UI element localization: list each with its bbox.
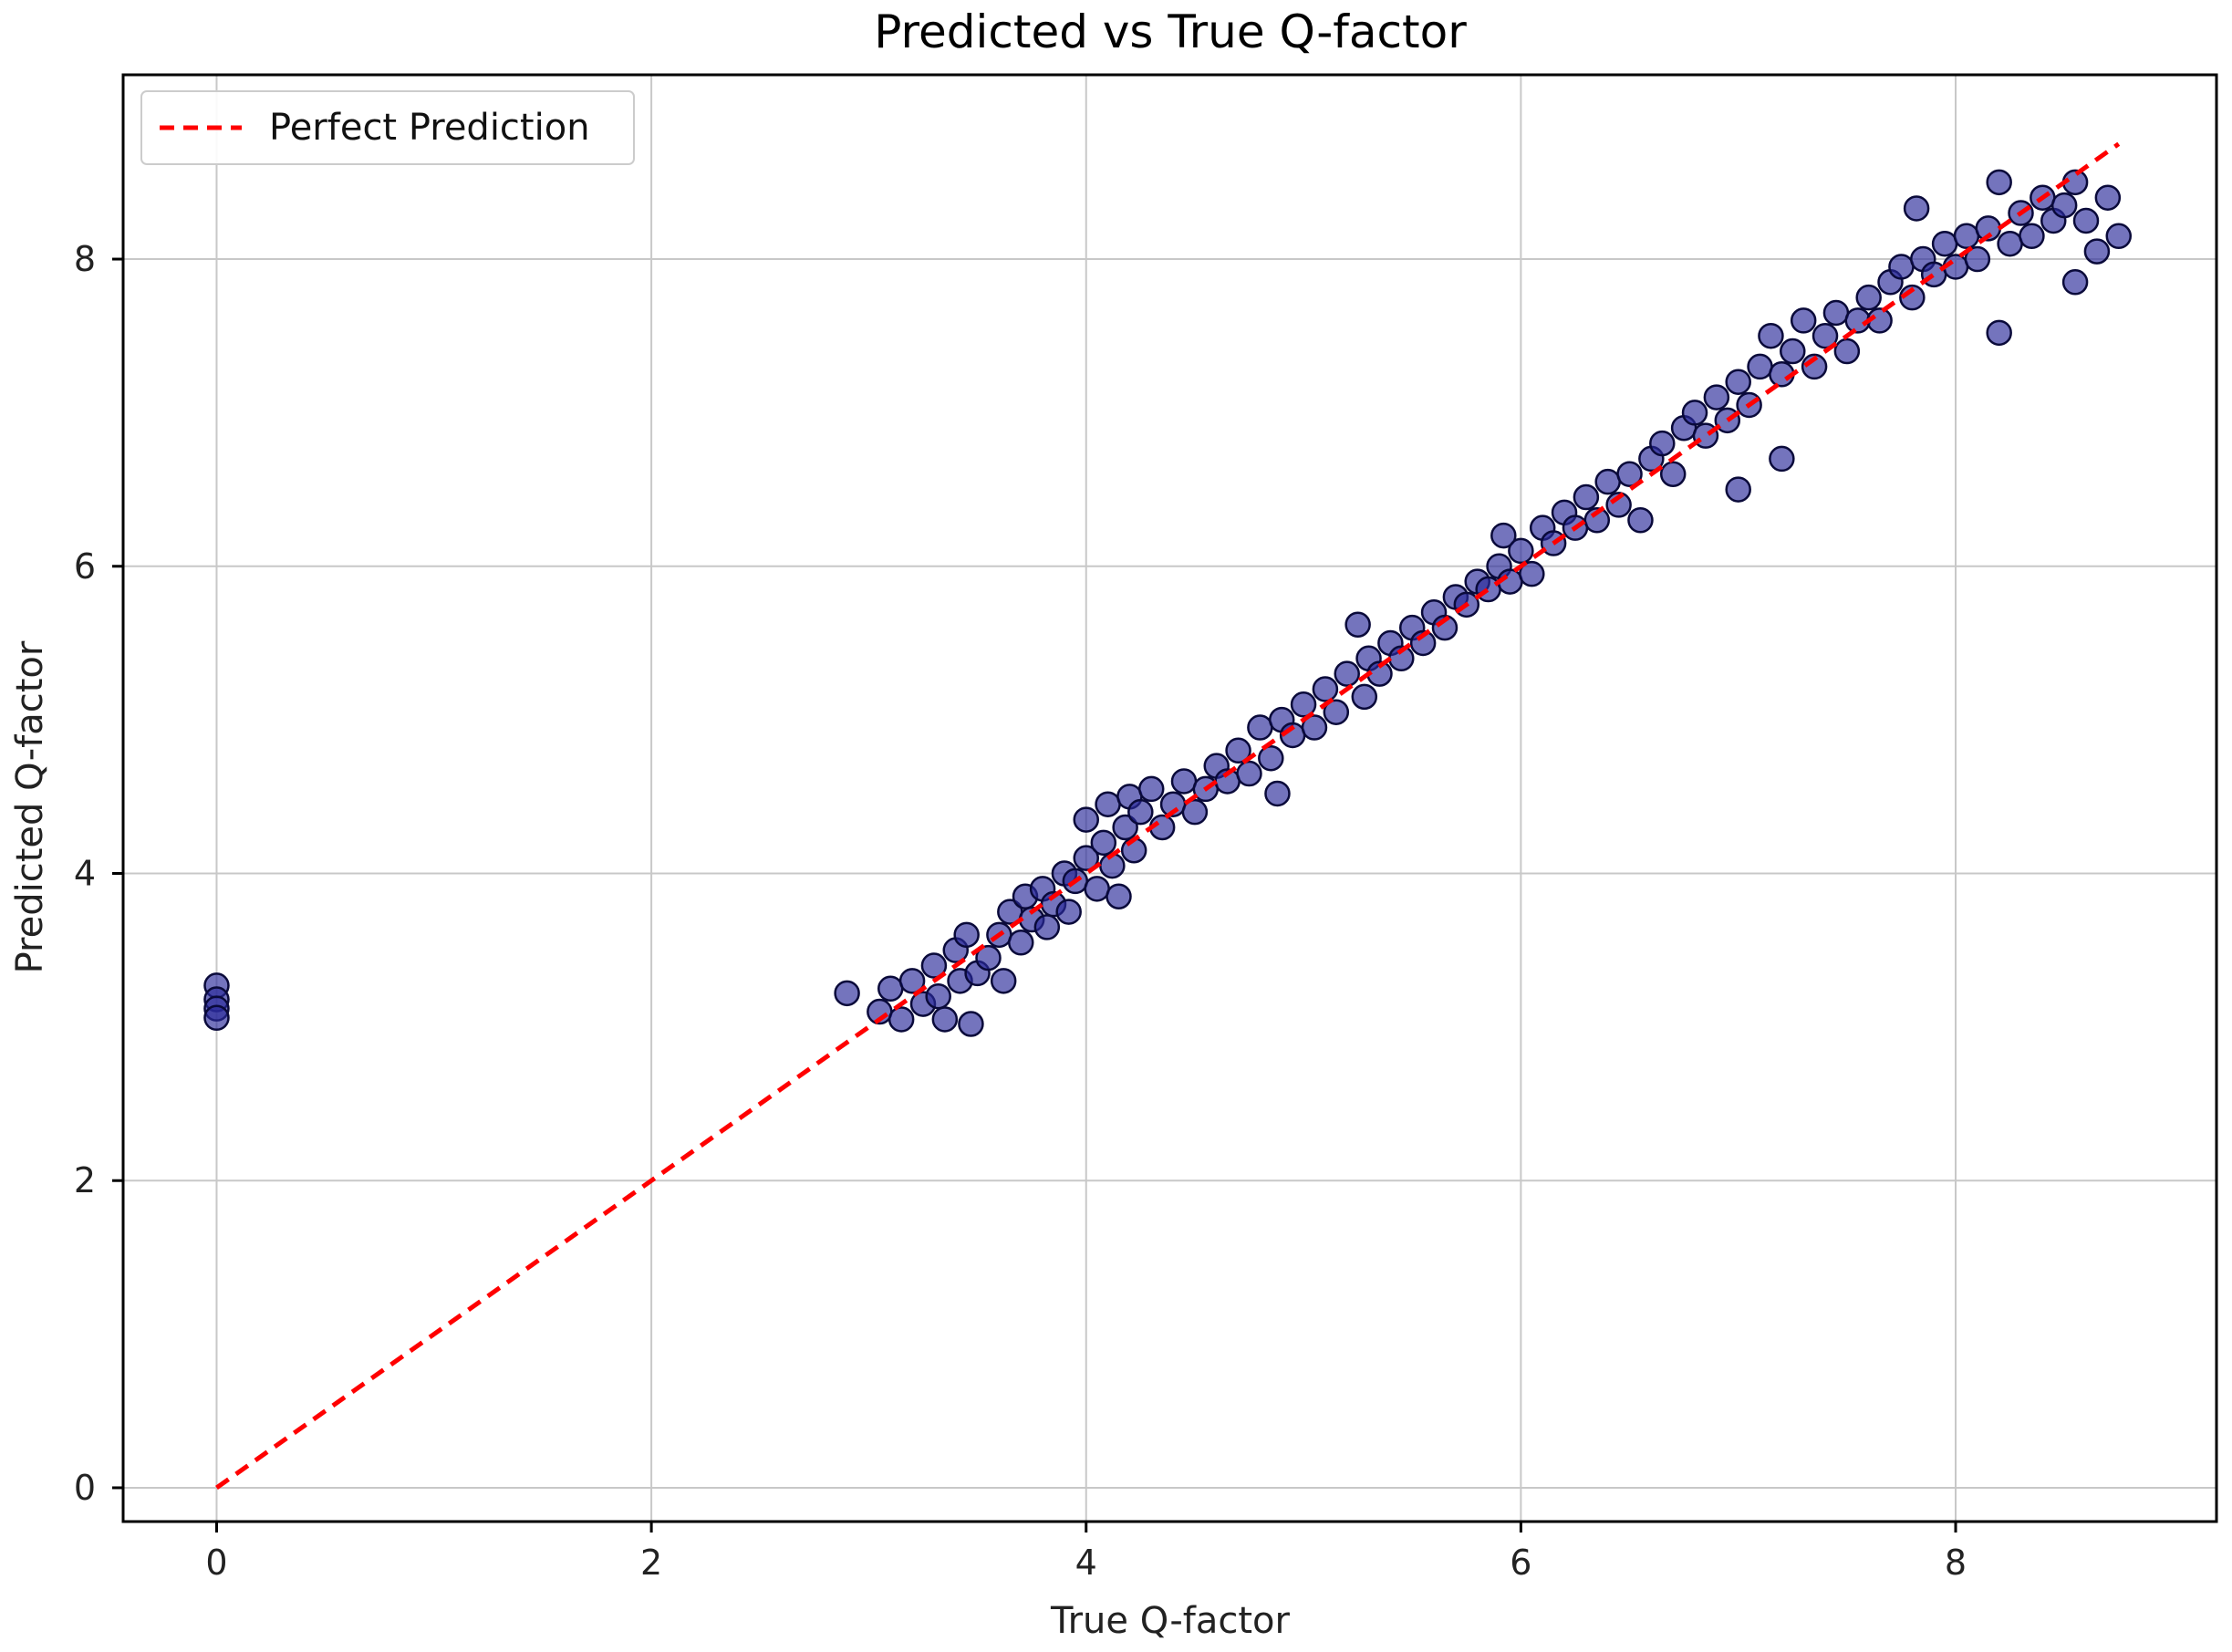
scatter-point: [1095, 791, 1121, 817]
legend: Perfect Prediction: [140, 90, 635, 165]
scatter-points: [203, 169, 2133, 1037]
scatter-point: [1888, 254, 1915, 280]
scatter-point: [1822, 299, 1850, 327]
scatter-point: [1344, 611, 1371, 638]
scatter-point: [203, 1004, 230, 1032]
scatter-point: [1055, 899, 1082, 925]
y-axis-ticks: 0 2 4 6 8: [74, 239, 123, 1508]
scatter-point: [1181, 798, 1209, 826]
legend-label: Perfect Prediction: [269, 107, 590, 149]
y-tick-label: 4: [74, 853, 96, 893]
scatter-point: [1301, 714, 1328, 741]
scatter-point: [1351, 683, 1378, 711]
scatter-point: [1931, 230, 1958, 257]
x-axis-ticks: 0 2 4 6 8: [205, 1522, 1967, 1583]
scatter-point: [1225, 737, 1251, 764]
scatter-point: [877, 975, 904, 1003]
scatter-point: [2072, 207, 2100, 234]
scatter-point: [1790, 307, 1817, 334]
perfect-prediction-line: [215, 141, 2121, 1491]
scatter-point: [2094, 184, 2122, 211]
y-tick-label: 6: [74, 546, 96, 587]
scatter-point: [1084, 876, 1110, 902]
scatter-point: [1073, 845, 1099, 871]
scatter-point: [1725, 476, 1751, 503]
scatter-point: [2105, 223, 2133, 250]
scatter-point: [1508, 537, 1534, 565]
scatter-point: [1033, 914, 1061, 940]
perfect-prediction-line-group: [215, 141, 2121, 1491]
scatter-point: [834, 980, 860, 1007]
scatter-point: [1681, 400, 1708, 426]
scatter-point: [1780, 338, 1806, 365]
scatter-point: [1855, 284, 1882, 311]
scatter-point: [958, 1011, 984, 1037]
scatter-point: [1573, 483, 1600, 511]
x-tick-label: 6: [1510, 1543, 1531, 1583]
scatter-point: [1659, 461, 1687, 487]
scatter-point: [1758, 322, 1784, 349]
scatter-point: [1334, 660, 1360, 687]
scatter-point: [888, 1006, 915, 1033]
scatter-point: [1812, 322, 1839, 349]
scatter-point: [1649, 430, 1676, 457]
x-tick-label: 0: [205, 1543, 227, 1583]
scatter-point: [953, 921, 980, 949]
scatter-point: [1258, 744, 1284, 772]
scatter-point: [931, 1006, 959, 1033]
scatter-point: [1112, 814, 1138, 841]
scatter-point: [1073, 806, 1099, 833]
scatter-point: [1769, 445, 1795, 473]
scatter-point: [1247, 714, 1273, 741]
scatter-point: [1323, 699, 1350, 725]
scatter-point: [1127, 798, 1154, 826]
x-tick-label: 2: [640, 1543, 662, 1583]
scatter-point: [1833, 338, 1861, 365]
scatter-point: [1236, 760, 1262, 787]
scatter-point: [1170, 768, 1198, 795]
chart-title: Predicted vs True Q-factor: [874, 5, 1467, 58]
scatter-point: [1627, 507, 1654, 534]
scatter-point: [1997, 230, 2023, 257]
scatter-point: [2050, 192, 2078, 219]
scatter-point: [1986, 169, 2012, 196]
scatter-point: [1986, 319, 2012, 347]
scatter-point: [2083, 238, 2111, 265]
scatter-point: [975, 944, 1002, 971]
scatter-point: [1703, 384, 1730, 410]
scatter-point: [1594, 468, 1621, 495]
scatter-point: [1090, 829, 1117, 857]
plot-frame: [121, 73, 2218, 1523]
y-tick-label: 2: [74, 1160, 96, 1200]
x-axis-label: True Q-factor: [1050, 1600, 1290, 1642]
scatter-point: [1725, 369, 1751, 395]
x-tick-label: 8: [1945, 1543, 1967, 1583]
scatter-point: [1312, 676, 1339, 702]
scatter-point: [925, 982, 951, 1010]
scatter-point: [1264, 780, 1291, 807]
scatter-point: [1106, 883, 1132, 910]
scatter-point: [1953, 223, 1980, 250]
scatter-point: [920, 952, 948, 979]
scatter-point: [990, 968, 1017, 994]
scatter-point: [1747, 353, 1773, 380]
scatter-point: [898, 968, 926, 994]
scatter-point: [1519, 560, 1545, 587]
y-tick-label: 0: [74, 1468, 96, 1508]
scatter-point: [1903, 195, 1930, 222]
legend-box: [140, 90, 635, 165]
x-tick-label: 4: [1075, 1543, 1097, 1583]
grid-lines: [123, 75, 2216, 1522]
scatter-point: [2019, 223, 2045, 250]
scatter-point: [1008, 930, 1034, 956]
scatter-point: [1616, 461, 1643, 487]
scatter-point: [1137, 775, 1165, 803]
scatter-point: [1290, 691, 1317, 718]
y-tick-label: 8: [74, 239, 96, 279]
scatter-point: [1964, 245, 1991, 273]
y-axis-label: Predicted Q-factor: [9, 640, 51, 973]
scatter-point: [2061, 269, 2089, 296]
scatter-point: [1490, 522, 1517, 549]
